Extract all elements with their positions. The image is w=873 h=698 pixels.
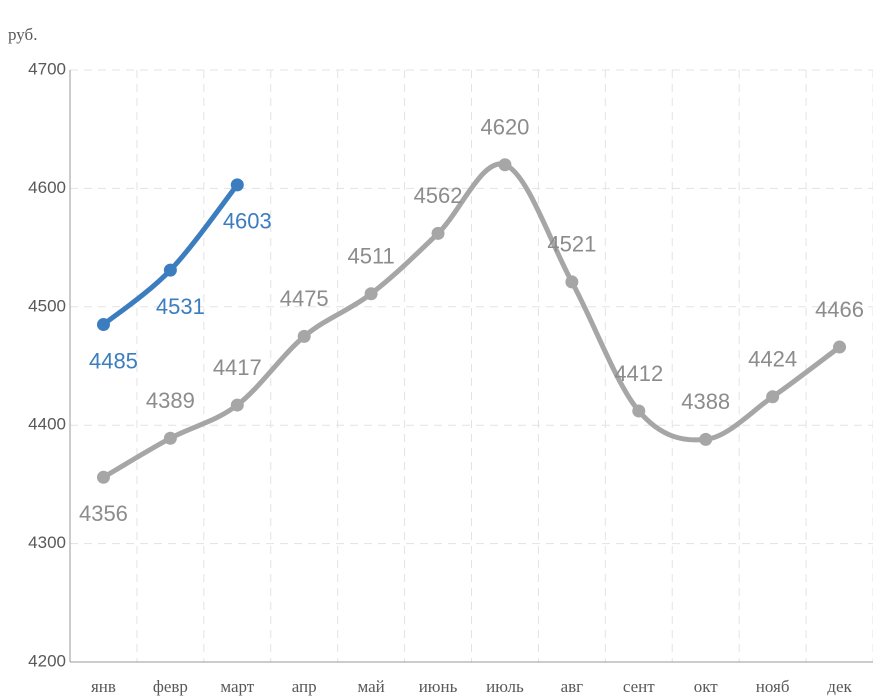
x-tick-label: май (357, 677, 384, 696)
data-label: 4389 (146, 388, 195, 413)
point (431, 226, 445, 240)
data-label: 4485 (89, 348, 138, 373)
x-tick-label: март (220, 677, 254, 696)
point (230, 178, 244, 192)
data-label: 4417 (213, 355, 262, 380)
x-tick-label: февр (153, 677, 188, 696)
point (163, 431, 177, 445)
x-tick-label: июль (486, 677, 524, 696)
data-label: 4466 (815, 297, 864, 322)
y-tick-label: 4700 (28, 59, 66, 78)
data-label: 4388 (681, 389, 730, 414)
x-tick-label: апр (292, 677, 317, 696)
x-tick-label: июнь (419, 677, 458, 696)
x-tick-label: окт (694, 677, 719, 696)
data-label: 4562 (414, 183, 463, 208)
y-tick-label: 4400 (28, 415, 66, 434)
point (297, 329, 311, 343)
x-tick-label: янв (91, 677, 116, 696)
data-label: 4603 (223, 209, 272, 234)
data-label: 4620 (480, 115, 529, 140)
data-label: 4521 (547, 232, 596, 257)
point (632, 404, 646, 418)
point (163, 263, 177, 277)
point (230, 398, 244, 412)
y-tick-label: 4200 (28, 651, 66, 670)
point (699, 432, 713, 446)
x-tick-label: сент (623, 677, 655, 696)
point (96, 318, 110, 332)
point (96, 470, 110, 484)
y-tick-label: 4300 (28, 533, 66, 552)
point (833, 340, 847, 354)
point (565, 275, 579, 289)
y-axis-label: руб. (8, 25, 37, 44)
point (498, 158, 512, 172)
x-tick-label: дек (827, 677, 852, 696)
data-label: 4424 (748, 347, 797, 372)
x-tick-label: нояб (756, 677, 790, 696)
data-label: 4412 (614, 361, 663, 386)
point (766, 390, 780, 404)
x-tick-label: авг (561, 677, 584, 696)
point (364, 287, 378, 301)
data-label: 4531 (156, 294, 205, 319)
data-label: 4356 (79, 501, 128, 526)
y-tick-label: 4600 (28, 178, 66, 197)
data-label: 4511 (347, 244, 394, 269)
data-label: 4475 (280, 286, 329, 311)
y-tick-label: 4500 (28, 296, 66, 315)
